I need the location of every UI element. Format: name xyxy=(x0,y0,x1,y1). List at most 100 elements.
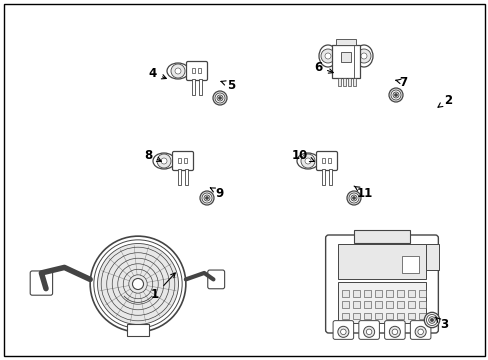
Bar xyxy=(418,312,425,319)
Circle shape xyxy=(218,96,221,99)
Bar xyxy=(407,301,414,308)
Bar xyxy=(183,158,186,163)
Bar xyxy=(199,79,202,95)
Bar xyxy=(341,291,348,297)
Ellipse shape xyxy=(167,63,189,79)
FancyBboxPatch shape xyxy=(409,321,430,339)
Bar xyxy=(331,45,359,78)
Circle shape xyxy=(392,92,398,98)
Circle shape xyxy=(200,191,214,205)
Text: 10: 10 xyxy=(291,149,314,162)
Circle shape xyxy=(360,53,366,59)
Bar xyxy=(187,63,205,79)
Circle shape xyxy=(424,312,439,328)
Bar xyxy=(425,244,438,270)
Circle shape xyxy=(325,53,330,59)
Circle shape xyxy=(161,158,167,164)
Text: 8: 8 xyxy=(143,149,161,162)
Text: 2: 2 xyxy=(437,94,451,107)
Circle shape xyxy=(202,193,212,203)
Bar xyxy=(396,291,403,297)
Text: 9: 9 xyxy=(210,186,224,199)
FancyBboxPatch shape xyxy=(325,235,437,333)
Bar xyxy=(374,312,381,319)
Bar xyxy=(341,312,348,319)
Bar xyxy=(396,312,403,319)
Bar xyxy=(385,312,392,319)
Circle shape xyxy=(417,329,423,334)
Circle shape xyxy=(356,49,370,63)
Circle shape xyxy=(205,197,208,199)
Circle shape xyxy=(203,195,209,201)
Bar xyxy=(418,291,425,297)
Circle shape xyxy=(90,236,185,332)
Bar xyxy=(354,230,409,243)
Circle shape xyxy=(346,191,360,205)
FancyBboxPatch shape xyxy=(172,152,193,171)
Text: 11: 11 xyxy=(353,186,372,199)
Circle shape xyxy=(213,91,226,105)
Bar xyxy=(374,291,381,297)
Bar xyxy=(341,301,348,308)
Circle shape xyxy=(301,154,314,168)
Bar xyxy=(352,301,359,308)
Bar xyxy=(363,301,370,308)
FancyBboxPatch shape xyxy=(332,321,353,339)
Text: 3: 3 xyxy=(434,317,447,332)
Circle shape xyxy=(363,326,374,337)
Circle shape xyxy=(428,317,434,323)
Bar xyxy=(337,244,425,279)
Bar xyxy=(327,158,330,163)
Bar xyxy=(337,78,340,86)
Ellipse shape xyxy=(354,45,372,67)
Bar xyxy=(178,158,181,163)
Bar xyxy=(363,312,370,319)
FancyBboxPatch shape xyxy=(207,270,224,289)
Bar xyxy=(342,78,346,86)
Bar xyxy=(328,169,331,185)
Circle shape xyxy=(97,243,178,324)
Ellipse shape xyxy=(153,153,175,169)
Text: 7: 7 xyxy=(395,76,406,89)
Bar xyxy=(352,291,359,297)
FancyBboxPatch shape xyxy=(186,62,207,81)
Circle shape xyxy=(337,326,348,337)
Circle shape xyxy=(340,329,346,334)
Circle shape xyxy=(215,93,224,103)
Circle shape xyxy=(426,315,437,325)
Bar xyxy=(396,301,403,308)
Circle shape xyxy=(132,279,143,289)
Bar xyxy=(192,68,195,73)
Bar xyxy=(385,291,392,297)
FancyBboxPatch shape xyxy=(316,152,337,171)
Bar xyxy=(418,301,425,308)
Bar xyxy=(352,78,355,86)
Bar xyxy=(321,158,325,163)
Bar xyxy=(127,324,149,336)
Bar xyxy=(347,78,350,86)
Circle shape xyxy=(390,90,400,100)
Circle shape xyxy=(350,195,356,201)
Text: 1: 1 xyxy=(151,273,175,302)
Bar xyxy=(335,39,355,45)
Circle shape xyxy=(320,49,334,63)
FancyBboxPatch shape xyxy=(358,321,379,339)
Bar xyxy=(337,282,425,323)
Bar xyxy=(321,169,325,185)
Bar xyxy=(178,169,181,185)
Circle shape xyxy=(348,193,358,203)
FancyBboxPatch shape xyxy=(30,271,53,295)
Bar xyxy=(340,52,350,62)
Bar xyxy=(363,291,370,297)
Circle shape xyxy=(414,326,425,337)
Circle shape xyxy=(171,64,184,78)
Bar xyxy=(407,312,414,319)
Bar xyxy=(198,68,201,73)
Text: 5: 5 xyxy=(221,78,235,91)
Circle shape xyxy=(391,329,397,334)
Text: 4: 4 xyxy=(148,67,166,80)
Bar xyxy=(174,153,192,169)
Bar xyxy=(352,312,359,319)
Bar xyxy=(192,79,195,95)
Bar xyxy=(407,291,414,297)
